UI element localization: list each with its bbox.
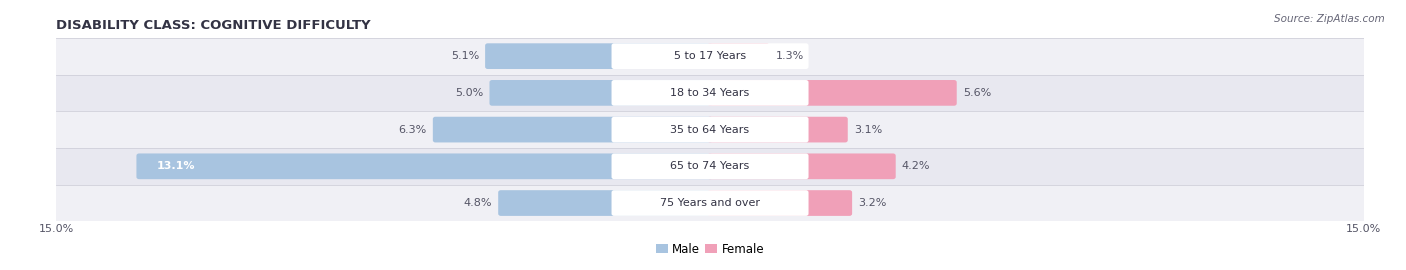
Bar (139, 156, 710, 177)
Text: 5.1%: 5.1% (451, 51, 479, 61)
FancyBboxPatch shape (136, 153, 713, 179)
Text: 4.8%: 4.8% (464, 198, 492, 208)
Text: 35 to 64 Years: 35 to 64 Years (671, 124, 749, 135)
Text: Source: ZipAtlas.com: Source: ZipAtlas.com (1274, 14, 1385, 23)
Bar (56, 148, 1364, 185)
Text: 3.2%: 3.2% (858, 198, 887, 208)
Text: DISABILITY CLASS: COGNITIVE DIFFICULTY: DISABILITY CLASS: COGNITIVE DIFFICULTY (56, 19, 371, 32)
FancyBboxPatch shape (707, 80, 956, 106)
FancyBboxPatch shape (612, 153, 808, 179)
Bar (56, 185, 1364, 221)
FancyBboxPatch shape (612, 43, 808, 69)
Text: 5 to 17 Years: 5 to 17 Years (673, 51, 747, 61)
Text: 18 to 34 Years: 18 to 34 Years (671, 88, 749, 98)
Bar (501, 193, 710, 214)
FancyBboxPatch shape (485, 43, 713, 69)
Bar (436, 119, 710, 140)
FancyBboxPatch shape (707, 117, 848, 143)
Bar (56, 111, 1364, 148)
FancyBboxPatch shape (433, 117, 713, 143)
Text: 65 to 74 Years: 65 to 74 Years (671, 161, 749, 171)
Text: 3.1%: 3.1% (853, 124, 882, 135)
Legend: Male, Female: Male, Female (655, 243, 765, 256)
Bar (488, 46, 710, 67)
FancyBboxPatch shape (498, 190, 713, 216)
Text: 1.3%: 1.3% (776, 51, 804, 61)
Text: 4.2%: 4.2% (901, 161, 931, 171)
FancyBboxPatch shape (612, 190, 808, 216)
Text: 13.1%: 13.1% (156, 161, 195, 171)
Text: 5.6%: 5.6% (963, 88, 991, 98)
Text: 5.0%: 5.0% (456, 88, 484, 98)
Text: 75 Years and over: 75 Years and over (659, 198, 761, 208)
FancyBboxPatch shape (707, 153, 896, 179)
FancyBboxPatch shape (612, 117, 808, 143)
Bar (492, 82, 710, 103)
Text: 6.3%: 6.3% (398, 124, 427, 135)
Bar (56, 75, 1364, 111)
FancyBboxPatch shape (612, 80, 808, 106)
FancyBboxPatch shape (707, 190, 852, 216)
FancyBboxPatch shape (489, 80, 713, 106)
FancyBboxPatch shape (707, 43, 769, 69)
Bar (56, 38, 1364, 75)
